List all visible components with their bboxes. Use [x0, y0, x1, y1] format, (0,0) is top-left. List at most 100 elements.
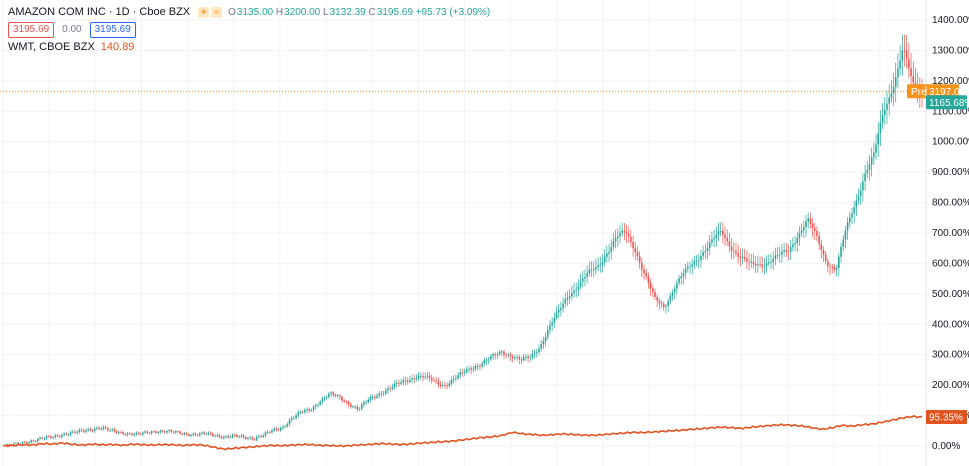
amzn-candle-body	[380, 393, 383, 395]
amzn-candle-body	[522, 357, 525, 361]
amzn-candle-body	[888, 97, 890, 104]
amzn-candle-body	[708, 242, 711, 248]
amzn-candle-body	[529, 357, 532, 359]
amzn-candle-body	[905, 50, 908, 59]
amzn-candle-body	[198, 433, 201, 436]
amzn-candle-body	[163, 431, 166, 433]
amzn-candle-body	[89, 429, 92, 431]
amzn-candle-body	[286, 424, 289, 427]
amzn-candle-body	[93, 428, 96, 431]
amzn-candle-body	[253, 439, 256, 441]
amzn-candle-body	[855, 200, 858, 208]
amzn-candle-body	[194, 433, 197, 435]
amzn-candle-body	[579, 281, 582, 287]
amzn-candle-body	[395, 383, 398, 384]
sun-icon[interactable]: ☀	[198, 6, 210, 18]
amzn-candle-body	[177, 431, 179, 432]
amzn-candle-body	[908, 58, 910, 69]
amzn-candle-body	[67, 434, 70, 436]
amzn-candle-body	[385, 390, 387, 394]
amzn-candle-body	[827, 261, 829, 267]
amzn-candle-body	[597, 264, 599, 267]
amzn-candle-body	[612, 241, 615, 247]
amzn-candle-body	[737, 253, 739, 257]
amzn-candle-body	[452, 378, 455, 380]
amzn-candle-body	[577, 286, 580, 290]
amzn-candle-body	[833, 267, 836, 270]
amzn-candle-body	[877, 133, 880, 145]
amzn-candle-body	[249, 437, 251, 439]
bid-button[interactable]: 3195.69	[8, 22, 55, 38]
amzn-candle-body	[21, 441, 24, 444]
amzn-candle-body	[153, 431, 155, 433]
amzn-candle-body	[242, 435, 245, 438]
amzn-candle-body	[616, 236, 619, 238]
amzn-candle-body	[503, 351, 505, 355]
amzn-candle-body	[262, 435, 265, 437]
amzn-candle-body	[581, 278, 584, 282]
amzn-candle-body	[807, 218, 809, 222]
amzn-candle-body	[553, 318, 556, 323]
amzn-candle-body	[518, 357, 521, 360]
compare-symbol[interactable]: WMT, CBOE BZX	[8, 41, 95, 53]
wave-icon[interactable]: ≈	[211, 6, 223, 18]
amzn-candle-body	[546, 330, 549, 338]
amzn-candle-body	[894, 77, 897, 88]
amzn-candle-body	[455, 378, 457, 379]
amzn-candle-body	[247, 438, 249, 439]
amzn-candle-body	[498, 351, 501, 355]
amzn-candle-body	[255, 437, 258, 440]
wmt-series-line	[2, 415, 922, 451]
amzn-candle-body	[595, 266, 597, 270]
amzn-candle-body	[500, 351, 503, 353]
amzn-candle-body	[389, 388, 391, 390]
amzn-candle-body	[32, 440, 35, 442]
amzn-candle-body	[693, 261, 696, 265]
amzn-candle-body	[608, 251, 610, 254]
amzn-candle-body	[603, 257, 606, 263]
amzn-candle-body	[750, 262, 753, 263]
amzn-candle-body	[115, 431, 118, 433]
amzn-candle-body	[179, 431, 181, 434]
amzn-candle-body	[457, 375, 459, 379]
amzn-candle-body	[332, 392, 335, 395]
amzn-candle-body	[463, 372, 466, 373]
amzn-candle-body	[343, 400, 346, 402]
amzn-candle-body	[654, 292, 656, 297]
amzn-candle-body	[91, 430, 94, 432]
amzn-candle-body	[166, 430, 168, 433]
amzn-candle-body	[557, 309, 560, 313]
spread-value: 0.00	[60, 23, 84, 37]
amzn-candle-body	[538, 348, 540, 353]
amzn-candle-body	[752, 262, 755, 264]
amzn-candle-body	[783, 250, 785, 252]
amzn-candle-body	[74, 431, 76, 433]
amzn-candle-body	[606, 253, 608, 258]
amzn-candle-body	[717, 231, 720, 235]
amzn-candle-body	[481, 363, 483, 367]
amzn-candle-body	[682, 273, 685, 277]
amzn-candle-body	[100, 428, 103, 430]
amzn-candle-body	[251, 437, 254, 440]
amzn-candle-body	[798, 232, 801, 239]
amzn-candle-body	[623, 230, 626, 232]
amzn-candle-body	[295, 415, 297, 419]
amzn-candle-body	[54, 435, 57, 438]
amzn-candle-body	[851, 213, 853, 218]
amzn-candle-body	[161, 430, 164, 432]
amzn-candle-body	[225, 436, 227, 437]
amzn-candle-body	[647, 276, 650, 283]
ask-button[interactable]: 3195.69	[89, 22, 136, 38]
amzn-candle-body	[30, 440, 33, 443]
amzn-candle-body	[818, 235, 820, 245]
amzn-candle-body	[126, 433, 129, 435]
symbol-title[interactable]: AMAZON COM INC · 1D · Cboe BZX	[8, 6, 191, 18]
amzn-candle-body	[763, 266, 766, 267]
close-value: 3195.69	[376, 6, 413, 18]
amzn-candle-body	[65, 433, 68, 435]
amzn-candle-body	[430, 377, 433, 381]
amzn-candle-body	[743, 256, 746, 259]
amzn-candle-body	[816, 230, 818, 236]
amzn-candle-body	[897, 68, 899, 78]
